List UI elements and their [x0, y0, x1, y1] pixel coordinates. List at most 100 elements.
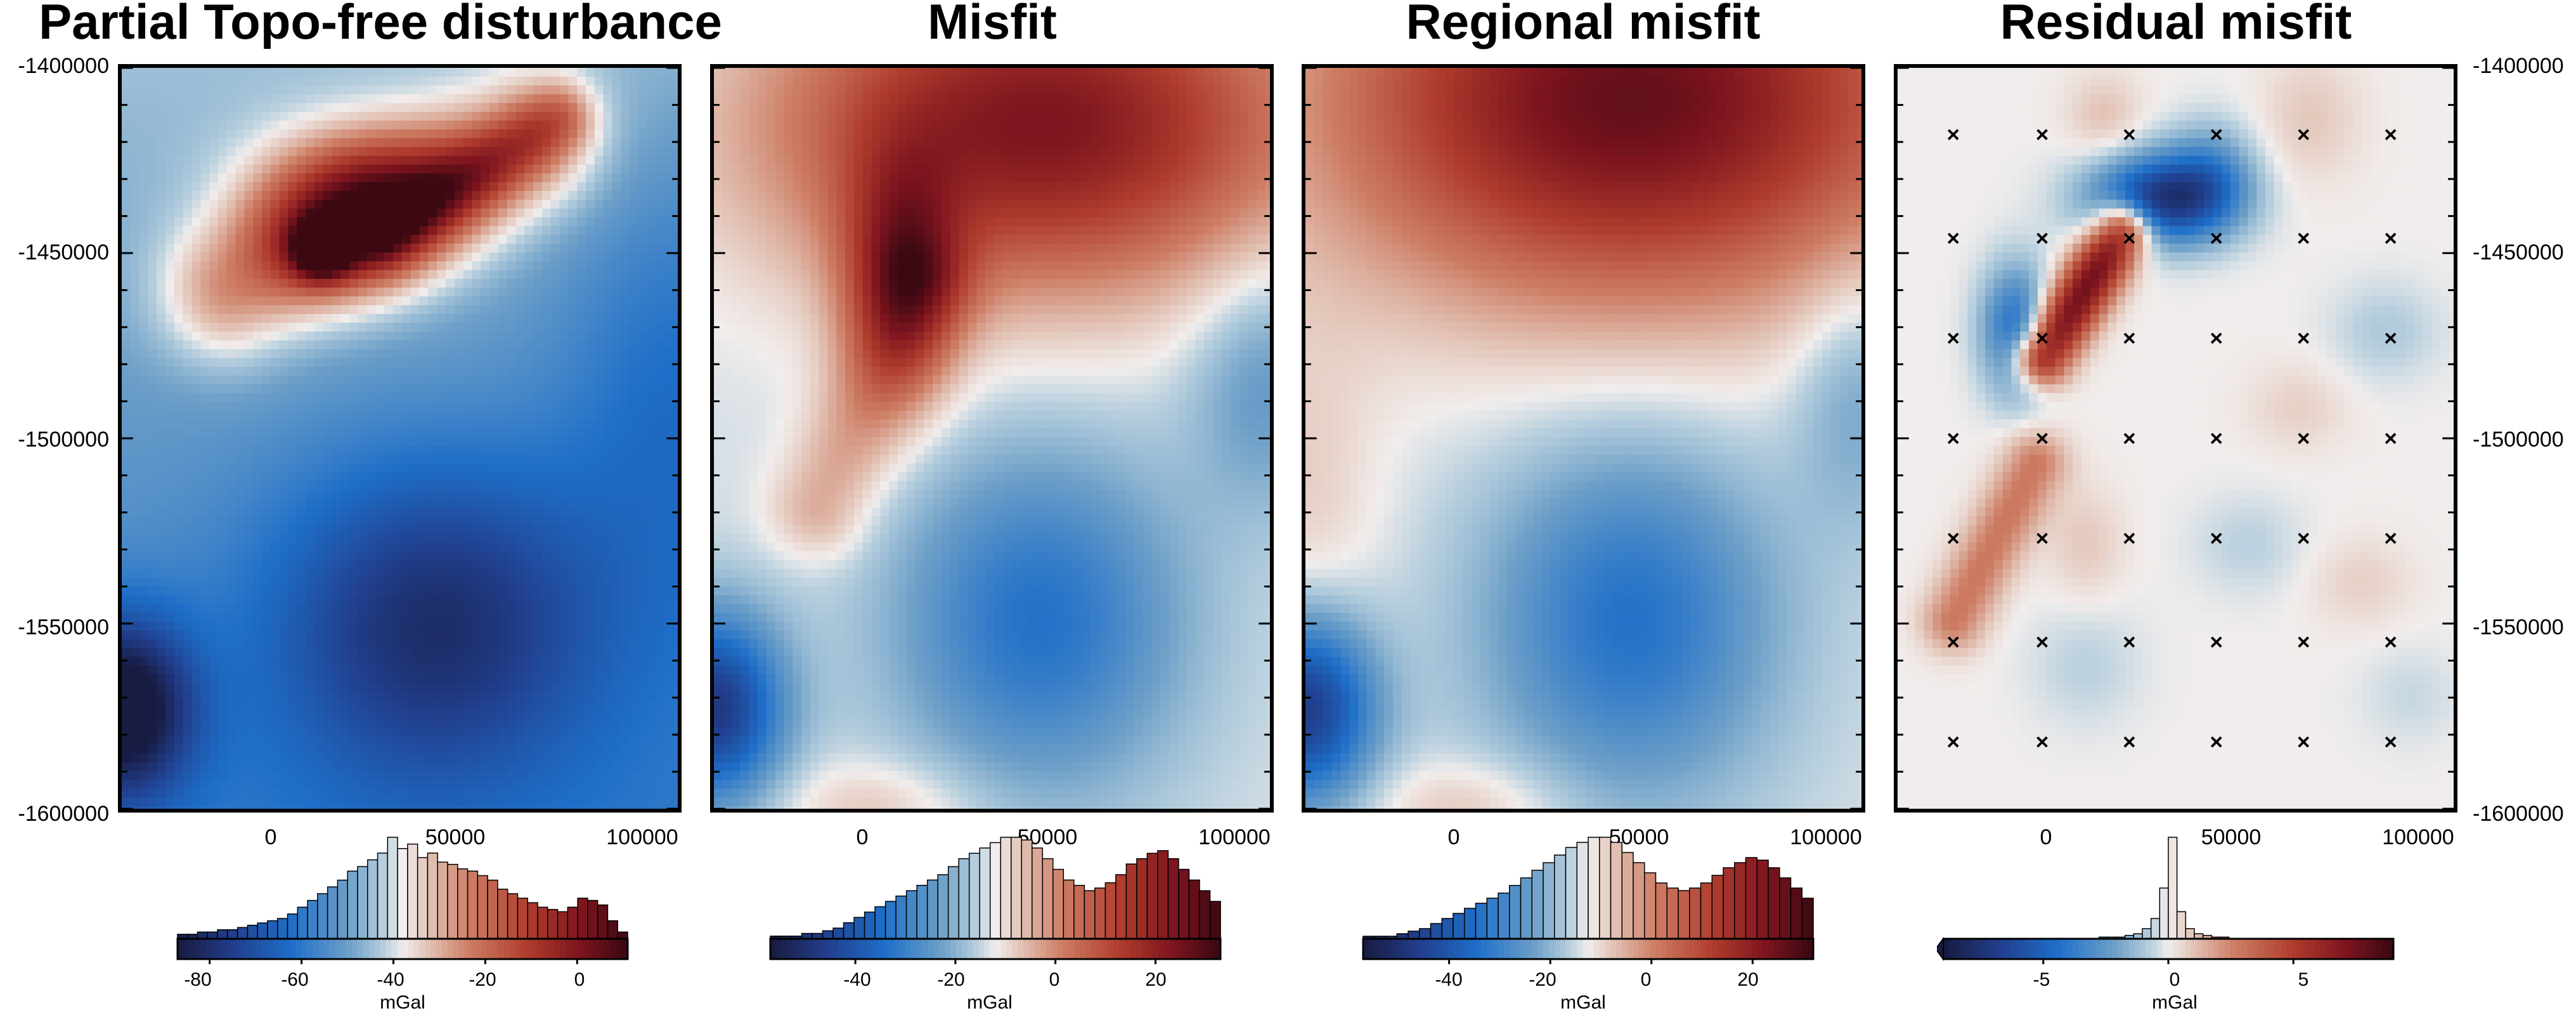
heatmap-cell: [515, 568, 525, 578]
heatmap-cell: [191, 173, 201, 183]
heatmap-cell: [550, 367, 560, 376]
heatmap-cell: [279, 727, 289, 736]
heatmap-cell: [157, 112, 166, 121]
heatmap-cell: [288, 613, 297, 622]
heatmap-cell: [603, 199, 613, 209]
heatmap-cell: [366, 76, 377, 86]
heatmap-cell: [498, 410, 508, 420]
heatmap-cell: [279, 507, 289, 517]
heatmap-cell: [550, 94, 560, 104]
heatmap-cell: [261, 138, 271, 148]
heatmap-cell: [393, 384, 403, 394]
heatmap-cell: [454, 499, 464, 508]
heatmap-cell: [498, 428, 508, 438]
heatmap-cell: [323, 674, 333, 684]
heatmap-cell: [647, 270, 657, 280]
heatmap-cell: [594, 112, 604, 121]
heatmap-cell: [630, 525, 639, 535]
heatmap-cell: [428, 428, 437, 438]
heatmap-cell: [472, 577, 481, 587]
heatmap-cell: [183, 736, 193, 745]
heatmap-cell: [533, 718, 543, 728]
heatmap-cell: [217, 595, 228, 605]
heatmap-cell: [401, 155, 411, 166]
heatmap-cell: [621, 683, 630, 693]
heatmap-cell: [306, 525, 315, 535]
heatmap-cell: [323, 244, 333, 253]
heatmap-cell: [419, 147, 429, 157]
heatmap-cell: [261, 533, 271, 543]
heatmap-cell: [306, 613, 315, 622]
heatmap-cell: [130, 112, 140, 121]
heatmap-cell: [507, 199, 517, 209]
heatmap-cell: [314, 235, 324, 244]
heatmap-cell: [366, 622, 377, 631]
heatmap-cell: [288, 683, 297, 693]
heatmap-cell: [244, 657, 254, 666]
heatmap-cell: [647, 445, 657, 455]
heatmap-cell: [270, 191, 280, 200]
heatmap-cell: [533, 745, 543, 754]
heatmap-cell: [533, 270, 543, 280]
heatmap-cell: [297, 147, 306, 157]
heatmap-cell: [638, 595, 648, 605]
heatmap-cell: [524, 745, 534, 754]
heatmap-cell: [524, 472, 534, 481]
heatmap-cell: [244, 691, 254, 702]
heatmap-cell: [226, 516, 236, 526]
heatmap-cell: [446, 490, 455, 499]
heatmap-cell: [148, 674, 157, 684]
heatmap-cell: [253, 384, 262, 394]
heatmap-cell: [621, 235, 630, 244]
heatmap-cell: [261, 683, 271, 693]
heatmap-cell: [139, 226, 149, 235]
heatmap-cell: [498, 199, 508, 209]
heatmap-cell: [122, 700, 131, 710]
heatmap-cell: [288, 490, 297, 499]
heatmap-cell: [428, 244, 437, 253]
heatmap-cell: [183, 481, 193, 490]
heatmap-cell: [541, 595, 552, 605]
heatmap-cell: [550, 76, 560, 86]
heatmap-cell: [139, 736, 149, 745]
heatmap-cell: [183, 490, 193, 499]
heatmap-cell: [332, 445, 341, 455]
heatmap-cell: [288, 437, 297, 447]
heatmap-cell: [122, 437, 131, 447]
heatmap-cell: [612, 191, 621, 200]
heatmap-cell: [375, 410, 385, 420]
heatmap-cell: [270, 270, 280, 280]
heatmap-cell: [647, 278, 657, 289]
heatmap-cell: [481, 454, 490, 464]
heatmap-cell: [314, 533, 324, 543]
heatmap-cell: [550, 147, 560, 157]
heatmap-cell: [664, 445, 674, 455]
heatmap-cell: [630, 191, 639, 200]
heatmap-cell: [306, 217, 315, 227]
heatmap-cell: [297, 208, 306, 218]
heatmap-cell: [664, 604, 674, 613]
heatmap-cell: [638, 639, 648, 649]
heatmap-cell: [209, 314, 219, 324]
heatmap-cell: [253, 745, 262, 754]
heatmap-cell: [375, 287, 385, 297]
heatmap-cell: [463, 138, 473, 148]
heatmap-cell: [410, 718, 420, 728]
heatmap-cell: [157, 270, 166, 280]
heatmap-cell: [130, 287, 140, 297]
heatmap-cell: [621, 155, 630, 166]
heatmap-cell: [603, 472, 613, 481]
heatmap-cell: [393, 604, 403, 613]
heatmap-cell: [191, 112, 201, 121]
heatmap-cell: [594, 709, 604, 719]
heatmap-cell: [270, 199, 280, 209]
heatmap-cell: [235, 472, 245, 481]
heatmap-cell: [148, 551, 157, 561]
heatmap-cell: [191, 560, 201, 570]
heatmap-cell: [297, 437, 306, 447]
heatmap-cell: [226, 454, 236, 464]
heatmap-cell: [200, 358, 210, 367]
heatmap-cell: [489, 226, 499, 235]
heatmap-cell: [358, 622, 368, 631]
heatmap-cell: [410, 463, 420, 473]
